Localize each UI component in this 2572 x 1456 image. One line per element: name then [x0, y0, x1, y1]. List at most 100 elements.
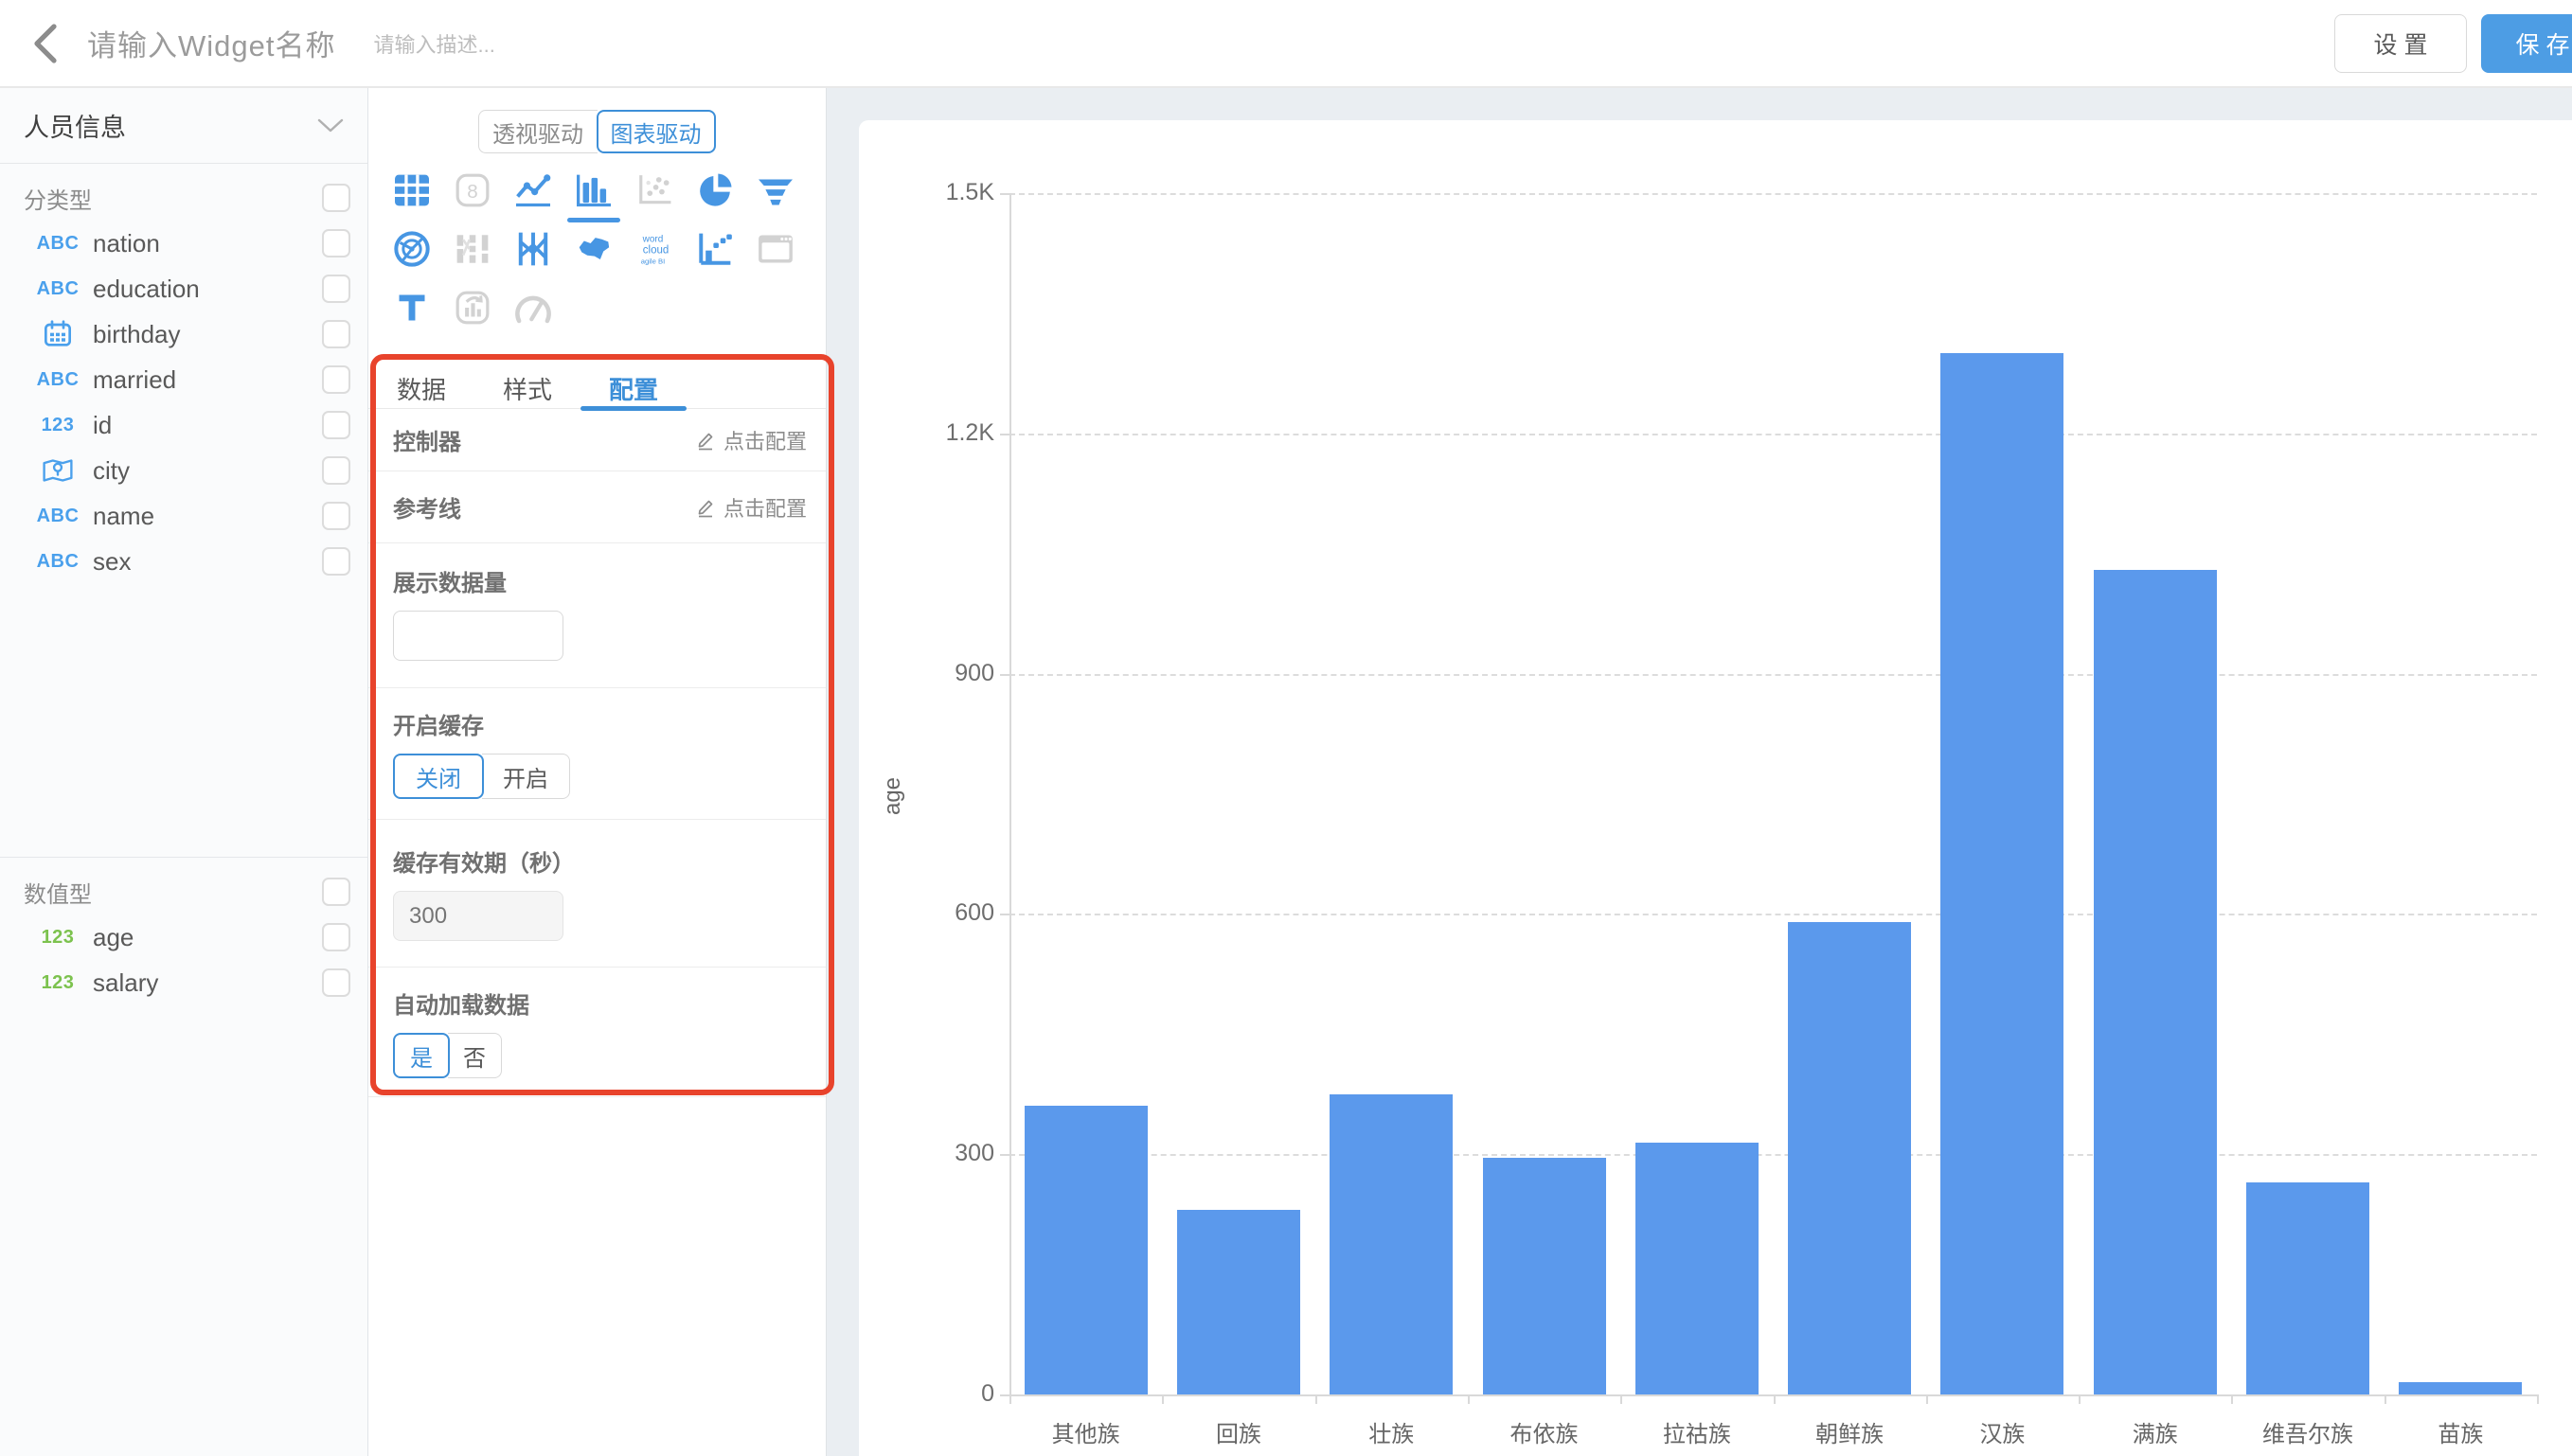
save-button[interactable]: 保 存: [2481, 14, 2572, 73]
chart-type-wordcloud-icon[interactable]: word cloud agile BI: [624, 220, 685, 278]
tab-style[interactable]: 样式: [503, 375, 553, 404]
config-section-cache-expiry: 缓存有效期（秒）: [368, 820, 826, 968]
number-type-icon: 123: [41, 414, 75, 435]
x-tick-label: 壮族: [1368, 1422, 1415, 1447]
string-type-icon: ABC: [36, 550, 80, 572]
field-name: id: [93, 410, 113, 439]
y-tick-label: 1.2K: [945, 418, 994, 446]
mode-pivot-button[interactable]: 透视驱动: [477, 110, 598, 153]
y-axis-line: [1009, 193, 1011, 1394]
auto-load-label: 自动加载数据: [393, 993, 529, 1019]
chart-type-bar-icon[interactable]: [563, 161, 624, 222]
configure-label: 点击配置: [723, 429, 807, 453]
chart-type-funnel-icon[interactable]: [745, 161, 806, 220]
field-row-city[interactable]: city: [0, 448, 367, 493]
chart-type-parallel-icon[interactable]: [503, 220, 563, 278]
bar-其他族[interactable]: [1024, 1106, 1148, 1394]
field-checkbox[interactable]: [322, 968, 350, 997]
y-tick-mark: [1000, 1154, 1009, 1157]
controller-label: 控制器: [393, 430, 461, 455]
bar-汉族[interactable]: [1940, 353, 2064, 1394]
widget-desc-input[interactable]: 请输入描述...: [373, 32, 495, 57]
field-checkbox[interactable]: [322, 502, 350, 530]
x-tick-label: 其他族: [1051, 1422, 1120, 1447]
y-tick-mark: [1000, 193, 1009, 195]
config-panel: 透视驱动 图表驱动 8: [368, 88, 827, 1456]
field-checkbox[interactable]: [322, 456, 350, 485]
bar-苗族[interactable]: [2399, 1382, 2523, 1394]
field-row-name[interactable]: ABC name: [0, 493, 367, 539]
group-checkbox[interactable]: [322, 878, 350, 906]
config-row-controller: 控制器 点击配置: [368, 409, 826, 471]
field-checkbox[interactable]: [322, 229, 350, 257]
chart-type-gauge-icon[interactable]: [503, 278, 563, 337]
chart-type-map-icon[interactable]: [563, 220, 624, 278]
field-row-education[interactable]: ABC education: [0, 266, 367, 311]
field-checkbox[interactable]: [322, 411, 350, 439]
chart-type-iframe-icon[interactable]: [745, 220, 806, 278]
tab-config[interactable]: 配置: [580, 367, 688, 411]
back-button[interactable]: [25, 23, 66, 64]
number-type-icon: 123: [41, 926, 75, 948]
controller-configure-link[interactable]: 点击配置: [695, 425, 807, 455]
field-row-nation[interactable]: ABC nation: [0, 221, 367, 266]
cache-on-button[interactable]: 开启: [482, 754, 570, 799]
widget-name-input[interactable]: 请输入Widget名称: [87, 29, 336, 62]
field-row-salary[interactable]: 123 salary: [0, 960, 367, 1005]
chart-type-waterfall-icon[interactable]: [685, 220, 745, 278]
bar-布依族[interactable]: [1482, 1158, 1606, 1394]
field-row-birthday[interactable]: birthday: [0, 311, 367, 357]
auto-load-no-button[interactable]: 否: [448, 1033, 502, 1078]
x-tick-mark: [2231, 1394, 2234, 1404]
field-checkbox[interactable]: [322, 320, 350, 348]
field-row-sex[interactable]: ABC sex: [0, 539, 367, 584]
x-tick-label: 满族: [2132, 1422, 2178, 1447]
auto-load-yes-button[interactable]: 是: [393, 1033, 450, 1078]
bar-壮族[interactable]: [1330, 1093, 1454, 1394]
reference-line-configure-link[interactable]: 点击配置: [695, 492, 807, 523]
bar-维吾尔族[interactable]: [2246, 1181, 2370, 1394]
field-row-id[interactable]: 123 id: [0, 402, 367, 448]
bar-回族[interactable]: [1176, 1210, 1300, 1394]
group-checkbox[interactable]: [322, 184, 350, 212]
chart-type-scatter-icon[interactable]: [624, 161, 685, 220]
field-checkbox[interactable]: [322, 547, 350, 576]
auto-load-radio-group: 是 否: [393, 1033, 826, 1078]
x-tick-mark: [1773, 1394, 1776, 1404]
cache-expiry-input[interactable]: [393, 891, 563, 941]
dataset-selector[interactable]: 人员信息: [0, 88, 367, 164]
chart-card: age 0 300 600 900 1.2K 1.5K 其他族 回族 壮族 布依族 拉祜族 朝鲜族 汉族…: [859, 120, 2572, 1456]
y-tick-label: 600: [955, 899, 994, 927]
edit-pencil-icon: [698, 500, 713, 517]
x-axis-line: [1009, 1394, 2537, 1396]
chart-type-table-icon[interactable]: [382, 161, 442, 220]
chart-type-richtext-icon[interactable]: [442, 278, 503, 337]
x-tick-mark: [1925, 1394, 1928, 1404]
chart-type-text-icon[interactable]: [382, 278, 442, 337]
cache-label: 开启缓存: [393, 714, 484, 739]
bar-满族[interactable]: [2093, 569, 2217, 1394]
mode-chart-button[interactable]: 图表驱动: [596, 110, 716, 153]
field-checkbox[interactable]: [322, 365, 350, 394]
display-count-input[interactable]: [393, 611, 563, 661]
configure-label: 点击配置: [723, 496, 807, 521]
field-name: name: [93, 501, 155, 530]
chart-type-sankey-icon[interactable]: [442, 220, 503, 278]
bar-chart[interactable]: 0 300 600 900 1.2K 1.5K 其他族 回族 壮族 布依族 拉祜族 朝鲜族 汉族 满族 维吾…: [859, 120, 2572, 1456]
field-row-age[interactable]: 123 age: [0, 914, 367, 960]
y-tick-mark: [1000, 914, 1009, 916]
cache-off-button[interactable]: 关闭: [393, 754, 484, 799]
chart-type-radar-icon[interactable]: [382, 220, 442, 278]
tab-data[interactable]: 数据: [397, 375, 447, 404]
gridline: [1009, 193, 2537, 195]
field-row-married[interactable]: ABC married: [0, 357, 367, 402]
settings-button[interactable]: 设 置: [2334, 14, 2467, 73]
chart-type-scorecard-icon[interactable]: 8: [442, 161, 503, 220]
x-tick-label: 回族: [1215, 1422, 1261, 1447]
bar-朝鲜族[interactable]: [1788, 921, 1912, 1394]
field-checkbox[interactable]: [322, 275, 350, 303]
bar-拉祜族[interactable]: [1634, 1142, 1759, 1394]
chart-type-line-icon[interactable]: [503, 161, 563, 220]
chart-type-pie-icon[interactable]: [685, 161, 745, 220]
field-checkbox[interactable]: [322, 923, 350, 951]
